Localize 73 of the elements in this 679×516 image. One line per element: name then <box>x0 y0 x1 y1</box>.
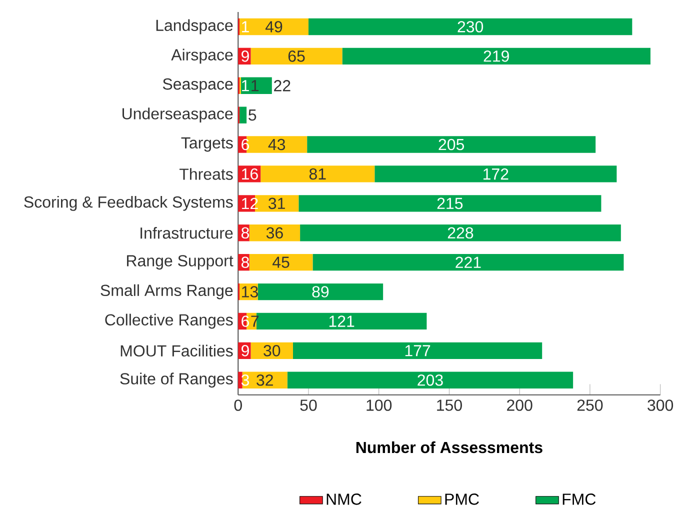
y-tick-label: Underseaspace <box>122 108 233 122</box>
bar <box>249 254 313 271</box>
bar <box>287 372 574 388</box>
data-label: 45 <box>272 256 290 268</box>
y-tick-label: Range Support <box>127 254 234 270</box>
data-label: 30 <box>264 344 280 356</box>
data-label: 219 <box>484 50 509 62</box>
data-label: 1 <box>252 80 259 92</box>
data-label: 89 <box>312 286 329 298</box>
bar <box>307 136 596 153</box>
x-tick-label: 150 <box>437 399 462 411</box>
x-tick-label: 50 <box>300 399 317 411</box>
data-label: 172 <box>484 168 508 180</box>
bar <box>250 48 342 64</box>
bar <box>298 194 602 212</box>
data-label: 203 <box>418 374 443 386</box>
data-label: 36 <box>266 227 283 238</box>
y-tick-label: Seaspace <box>162 78 233 93</box>
data-label: 1 <box>242 21 249 32</box>
bar <box>293 342 542 359</box>
bar <box>342 48 650 64</box>
bar <box>238 372 242 388</box>
data-label: 205 <box>438 138 464 150</box>
bar <box>258 283 384 300</box>
y-tick-label: Collective Ranges <box>105 314 233 329</box>
x-tick-label: 0 <box>234 399 242 411</box>
data-label: 65 <box>288 50 305 62</box>
x-tick-label: 100 <box>366 399 392 411</box>
data-label: 49 <box>265 20 282 32</box>
data-label: 9 <box>242 50 249 62</box>
data-label: 8 <box>241 256 250 268</box>
legend-label: FMC <box>562 493 596 505</box>
data-label: 81 <box>309 168 326 180</box>
bar <box>240 77 272 94</box>
bar <box>374 166 617 182</box>
data-label: 8 <box>241 227 250 238</box>
x-tick-label: 250 <box>577 399 603 411</box>
bar <box>260 166 375 182</box>
legend-label: NMC <box>326 493 362 505</box>
data-label: 43 <box>268 138 286 150</box>
bar <box>249 224 300 242</box>
y-tick-label: Airspace <box>171 48 233 64</box>
data-label: 1 <box>242 80 249 92</box>
data-label: 32 <box>256 374 273 386</box>
bar <box>240 18 308 35</box>
data-label: 22 <box>274 80 290 92</box>
bar <box>300 224 621 242</box>
data-label: 177 <box>405 345 430 356</box>
data-label: 13 <box>242 286 258 298</box>
y-tick-label: Small Arms Range <box>100 284 233 300</box>
bar <box>240 106 247 124</box>
x-axis-title: Number of Assessments <box>356 441 542 454</box>
y-tick-label: Suite of Ranges <box>120 372 233 388</box>
bar <box>308 18 632 35</box>
y-tick-label: Infrastructure <box>140 226 233 239</box>
data-label: 215 <box>437 198 463 209</box>
x-tick-label: 300 <box>648 399 674 411</box>
data-label: 9 <box>242 344 249 356</box>
bar <box>312 254 624 271</box>
data-label: 228 <box>448 227 474 238</box>
y-tick-label: Scoring & Feedback Systems <box>24 196 233 211</box>
data-label: 5 <box>248 109 256 121</box>
data-label: 121 <box>329 316 354 327</box>
y-tick-label: Threats <box>179 168 233 180</box>
y-tick-label: MOUT Facilities <box>120 344 233 356</box>
data-label: 31 <box>268 198 285 209</box>
x-tick-label: 200 <box>507 399 532 411</box>
y-tick-label: Landspace <box>156 19 233 34</box>
data-label: 221 <box>456 256 481 268</box>
data-label: 230 <box>458 20 484 32</box>
legend-label: PMC <box>445 493 479 505</box>
y-tick-label: Targets <box>181 137 233 152</box>
data-label: 16 <box>242 168 258 180</box>
